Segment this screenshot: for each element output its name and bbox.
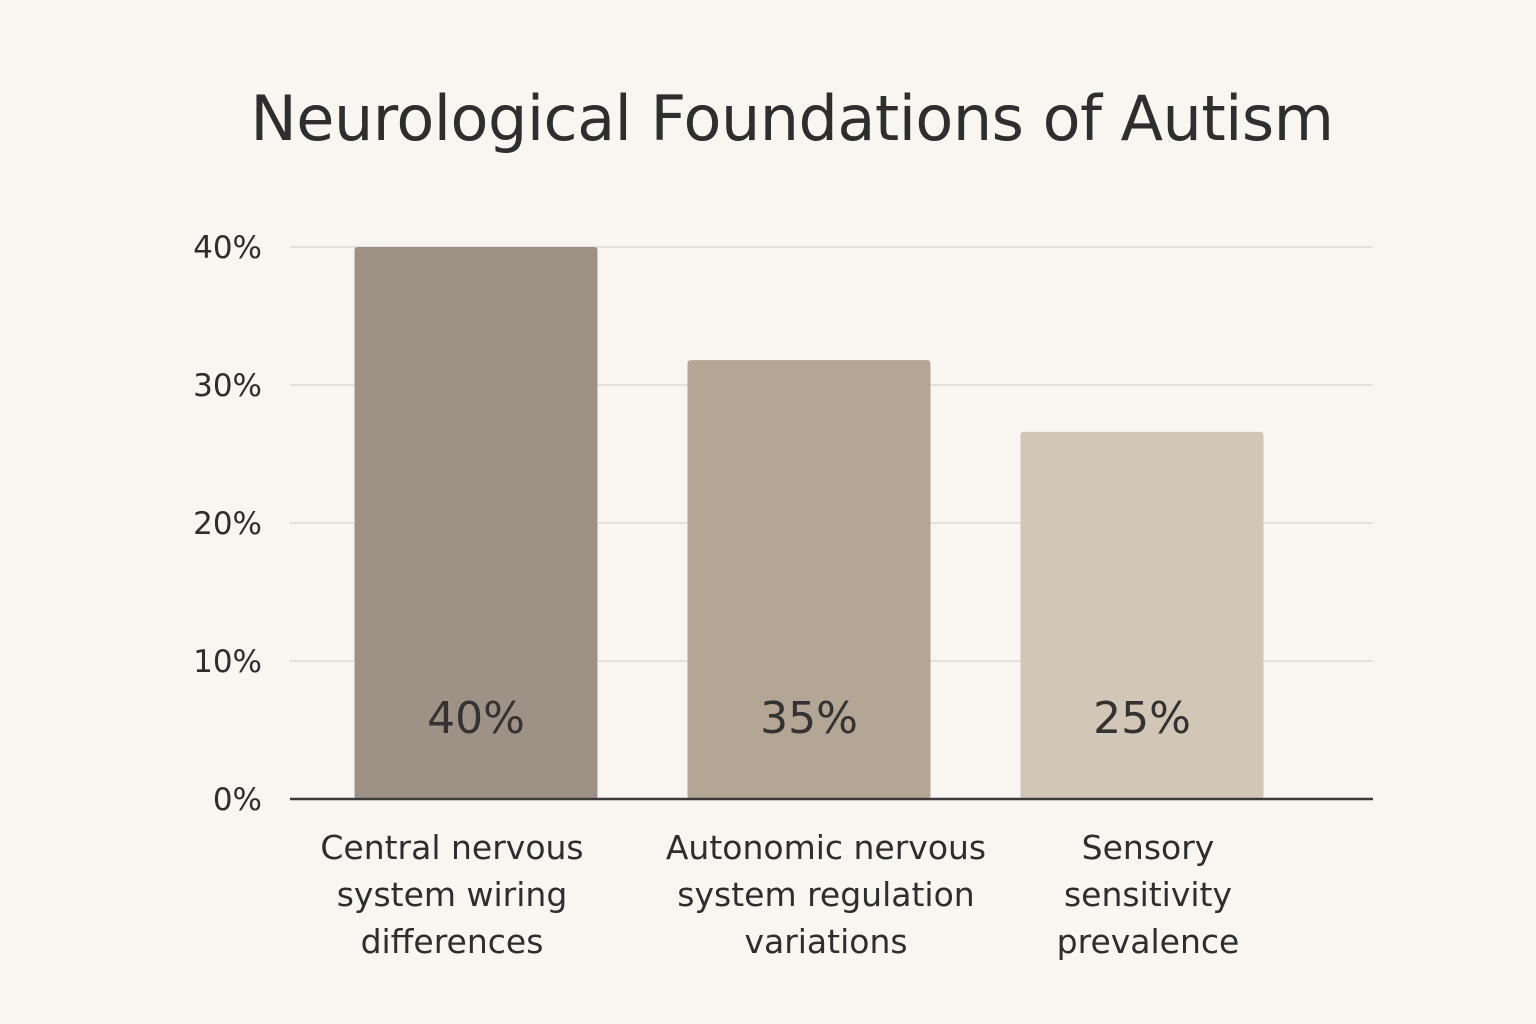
y-tick-label: 30% <box>193 368 262 404</box>
category-label: differences <box>361 922 544 961</box>
bar-value-label: 35% <box>760 693 858 744</box>
category-label: Autonomic nervous <box>666 828 986 867</box>
y-tick-label: 20% <box>193 506 262 542</box>
bar-value-label: 40% <box>427 693 525 744</box>
category-labels: Central nervous system wiring differences A… <box>320 828 1239 961</box>
bar-value-label: 25% <box>1093 693 1191 744</box>
category-label: system wiring <box>337 875 568 914</box>
y-tick-label: 0% <box>213 782 262 818</box>
y-axis-ticks: 0% 10% 20% 30% 40% <box>193 230 262 818</box>
chart-title: Neurological Foundations of Autism <box>250 82 1334 155</box>
y-tick-label: 10% <box>193 644 262 680</box>
bar <box>354 247 598 799</box>
category-label: Sensory <box>1082 828 1215 867</box>
category-label: sensitivity <box>1064 875 1232 914</box>
value-labels: 40% 35% 25% <box>427 693 1191 744</box>
category-label: Central nervous <box>320 828 583 867</box>
bars <box>354 247 1264 799</box>
bar <box>687 360 931 799</box>
category-label: variations <box>744 922 907 961</box>
y-tick-label: 40% <box>193 230 262 266</box>
category-label: prevalence <box>1057 922 1240 961</box>
category-label: system regulation <box>677 875 974 914</box>
bar <box>1020 431 1264 799</box>
